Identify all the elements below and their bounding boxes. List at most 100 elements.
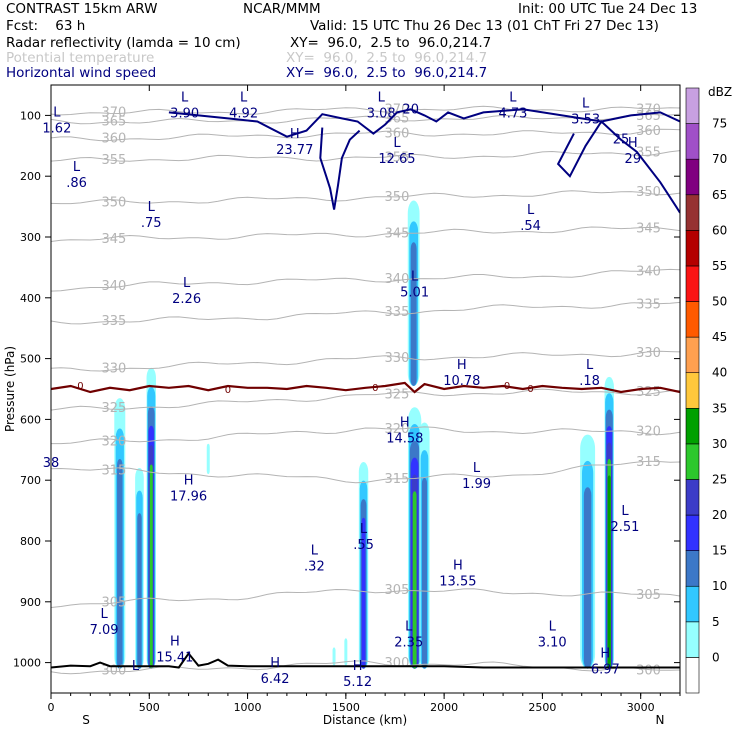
y-axis-label: Pressure (hPa) [3,346,17,432]
theta-label: 370 [385,102,410,117]
colorbar-swatch [685,621,700,658]
x-tick-label: 2500 [528,701,556,714]
colorbar-title: dBZ [708,85,732,99]
reflectivity-core-11-level-7 [607,475,611,669]
colorbar-level-label: 0 [712,650,720,664]
theta-label: 355 [636,145,661,160]
reflectivity-core-5-level-1 [344,638,348,666]
reflectivity-core-3-level-1 [206,443,210,475]
theta-label: 330 [636,346,661,361]
theta-label: 335 [101,314,126,329]
extremum-value: 23.77 [276,143,313,158]
theta-label: 330 [385,351,410,366]
theta-label: 320 [385,422,410,437]
theta-label: 350 [636,185,661,200]
wind-contour-20 [168,108,680,138]
extremum-type: H [353,659,363,674]
org-name: NCAR/MMM [243,1,321,17]
colorbar-level-label: 40 [712,366,727,380]
extremum-type: H [457,358,467,373]
extremum-type: H [270,656,280,671]
extremum-value: 10.78 [443,374,480,389]
extremum-value: 12.65 [378,152,415,167]
y-tick-label: 900 [20,596,41,609]
theta-label: 355 [101,153,126,168]
colorbar-swatch [685,443,700,480]
freezing-level-label: 0 [527,384,533,395]
colorbar-swatch [685,585,700,623]
valid-time: Valid: 15 UTC Thu 26 Dec 13 (01 ChT Fri … [310,18,659,34]
extremum-type: L [509,90,517,105]
colorbar-swatch [685,550,700,587]
y-tick-label: 1000 [13,657,41,670]
theta-contour-350 [51,190,680,205]
theta-contour-300 [51,660,680,675]
theta-label: 315 [101,463,126,478]
theta-label: 325 [101,401,126,416]
theta-label: 330 [101,361,126,376]
theta-contour-370 [51,105,680,116]
theta-label: 320 [101,434,126,449]
extremum-type: L [586,358,594,373]
y-tick-label: 500 [20,353,41,366]
theta-layer: 300 300 300 305 305 305 315 315 315 320 320 320 325 3… [51,102,680,679]
colorbar-swatch [685,479,700,516]
extremum-value: .86 [66,176,87,191]
extremum-type: L [621,504,629,519]
extremum-value: 29 [625,152,642,167]
theta-label: 345 [636,221,661,236]
y-tick-label: 800 [20,535,41,548]
y-tick-label: 100 [20,109,41,122]
field1-xy: XY= 96.0, 2.5 to 96.0,214.7 [290,35,492,51]
colorbar-level-label: 45 [712,330,727,344]
reflectivity-core-8-level-6 [412,491,417,669]
theta-label: 315 [636,455,661,470]
theta-label: 305 [101,595,126,610]
field2-name: Potential temperature [6,50,155,66]
extremum-type: L [181,90,189,105]
y-tick-label: 400 [20,292,41,305]
theta-label: 345 [385,226,410,241]
theta-contour-330 [51,350,680,372]
extremum-type: L [132,659,140,674]
theta-label: 300 [385,656,410,671]
colorbar: 0 5 10 15 20 25 30 35 40 45 50 55 60 65 70 75 [685,87,727,694]
freezing-level-layer: 0 0 0 0 0 [51,381,680,396]
extrema-labels: L1.62L3.90L4.92H23.77L3.08L4.73L3.53L12.… [42,90,641,689]
extremum-value: 14.58 [386,432,423,447]
extremum-value: 13.55 [439,574,476,589]
theta-label: 325 [385,387,410,402]
theta-label: 370 [101,105,126,120]
theta-label: 335 [636,297,661,312]
extremum-type: L [378,90,386,105]
colorbar-swatch [685,336,700,374]
extremum-type: L [549,619,557,634]
colorbar-level-label: 35 [712,401,727,415]
y-tick-label: 700 [20,474,41,487]
extremum-value: .75 [141,216,162,231]
reflectivity-core-4-level-1 [332,647,336,666]
colorbar-swatch [685,514,700,551]
extremum-type: H [170,634,180,649]
colorbar-swatch [685,407,700,445]
y-tick-label: 200 [20,170,41,183]
theta-contour-360 [51,128,680,142]
theta-contour-320 [51,426,680,445]
theta-label: 320 [636,425,661,440]
extremum-value: 5.12 [343,675,372,690]
extremum-value: 2.35 [394,635,423,650]
theta-label: 350 [385,190,410,205]
reflectivity-core-10-level-3 [583,487,592,669]
colorbar-swatch [685,657,700,694]
reflectivity-layer [114,200,614,669]
extremum-value: 2.51 [610,520,639,535]
reflectivity-core-2-level-6 [149,464,153,669]
colorbar-level-label: 30 [712,437,727,451]
colorbar-level-label: 55 [712,259,727,273]
extremum-type: H [453,558,463,573]
extremum-type: L [582,96,590,111]
theta-contour-355 [51,150,680,162]
extremum-value: 4.92 [229,106,258,121]
extremum-type: H [600,647,610,662]
